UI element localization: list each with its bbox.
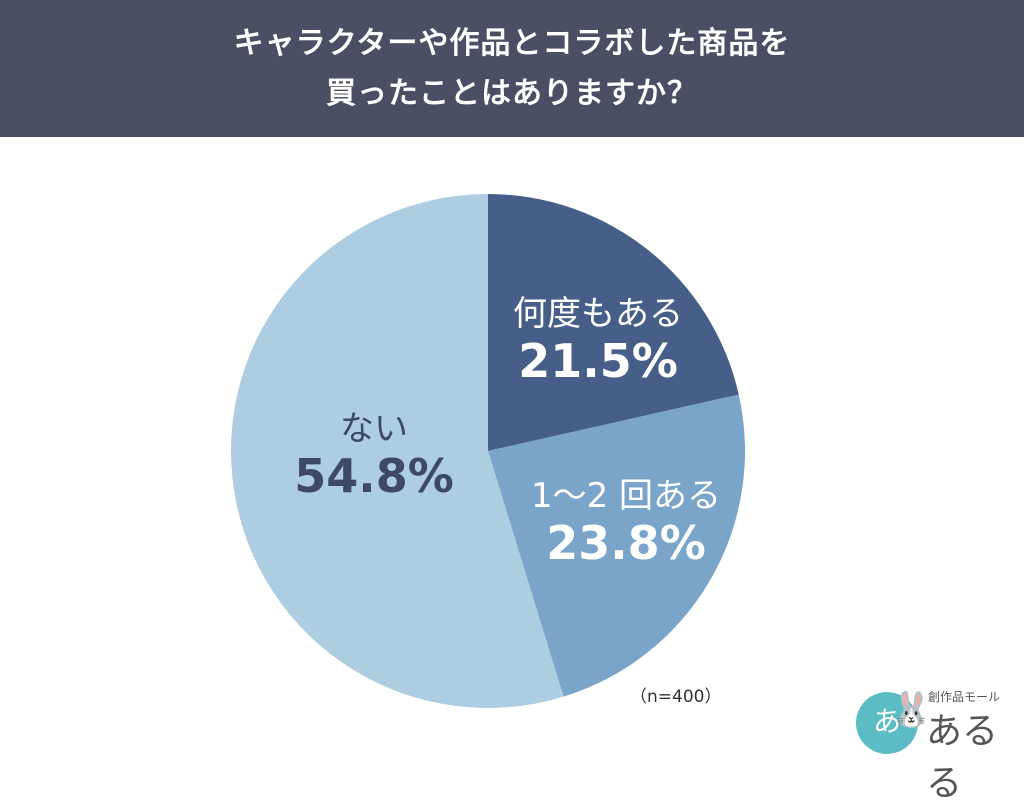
chart-title-line-2: 買ったことはありますか？ [326, 75, 698, 111]
brand-logo: あ 🐰 創作品モール あるる [848, 682, 1018, 804]
pie-slice [231, 194, 564, 708]
pie-slice [488, 394, 745, 697]
logo-subtitle: 創作品モール [928, 690, 1001, 704]
pie-slice [488, 194, 739, 451]
slice-label-never: ない 54.8% [294, 409, 454, 503]
slice-label-many-times: 何度もある 21.5% [513, 294, 683, 388]
rabbit-icon: 🐰 [890, 690, 933, 730]
slice-label-once-twice: 1～2 回ある 23.8% [530, 476, 722, 570]
logo-name: あるる [926, 711, 999, 804]
logo-mark: あ [856, 692, 918, 754]
pie-chart [231, 194, 745, 708]
chart-header: キャラクターや作品とコラボした商品を 買ったことはありますか？ [0, 0, 1024, 137]
chart-area [0, 137, 1024, 768]
sample-size-note: （n=400） [630, 687, 722, 707]
chart-title-line-1: キャラクターや作品とコラボした商品を [233, 25, 791, 61]
